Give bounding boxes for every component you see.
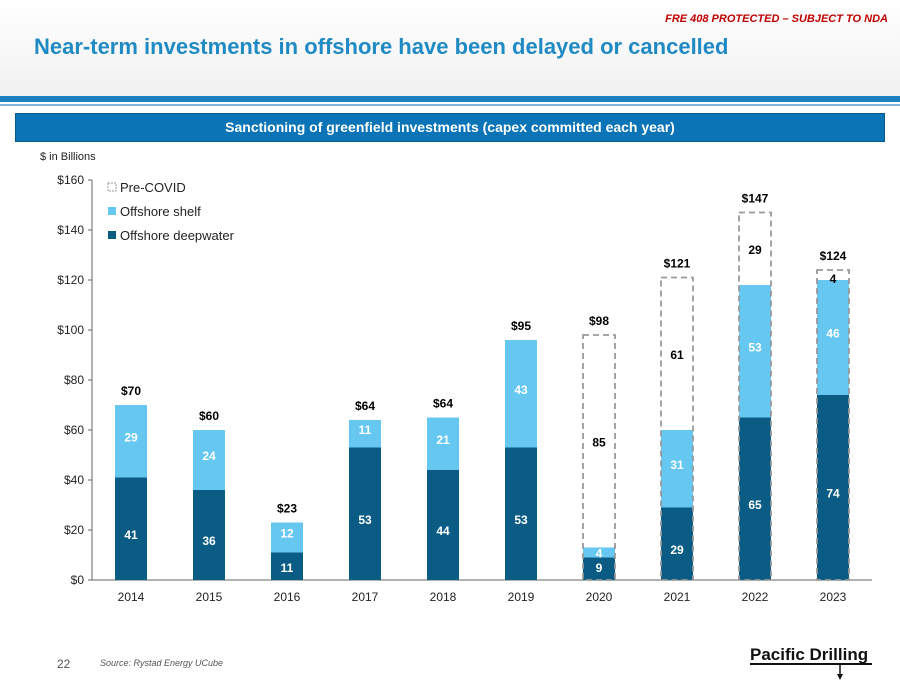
bar-shelf [739, 285, 771, 418]
source-note: Source: Rystad Energy UCube [100, 658, 224, 668]
legend-label-shelf: Offshore shelf [120, 204, 201, 219]
label-total: $124 [820, 249, 847, 263]
label-total: $147 [742, 192, 769, 206]
bar-shelf [505, 340, 537, 448]
x-tick-label: 2019 [508, 590, 535, 604]
bar-deepwater [583, 557, 615, 580]
label-shelf: 53 [748, 340, 762, 354]
y-tick-label: $60 [64, 423, 84, 437]
label-precovid: 85 [592, 435, 606, 449]
bar-deepwater [349, 447, 381, 580]
legend-swatch-shelf [108, 207, 116, 215]
chart-title-banner: Sanctioning of greenfield investments (c… [15, 113, 885, 142]
stacked-bar-chart: $0$20$40$60$80$100$120$140$1604129$70201… [57, 173, 872, 604]
bar-precovid [660, 276, 694, 581]
label-shelf: 46 [826, 327, 840, 341]
bar-precovid [582, 334, 616, 581]
bar-deepwater [505, 447, 537, 580]
legend-label-deepwater: Offshore deepwater [120, 228, 235, 243]
bar-shelf [271, 522, 303, 553]
x-tick-label: 2020 [586, 590, 613, 604]
protection-notice: FRE 408 PROTECTED – SUBJECT TO NDA [665, 13, 888, 25]
y-tick-label: $100 [57, 323, 84, 337]
label-precovid: 29 [748, 243, 762, 257]
pacific-drilling-logo: Pacific Drilling [750, 645, 872, 680]
bar-deepwater [661, 507, 693, 580]
x-tick-label: 2021 [664, 590, 691, 604]
label-deepwater: 36 [202, 534, 216, 548]
header-band [0, 0, 900, 96]
label-deepwater: 65 [748, 498, 762, 512]
label-shelf: 11 [359, 423, 372, 437]
label-total: $64 [355, 399, 375, 413]
label-deepwater: 44 [436, 524, 450, 538]
y-tick-label: $160 [57, 173, 84, 187]
label-shelf: 29 [124, 430, 138, 444]
legend-label-precovid: Pre-COVID [120, 180, 186, 195]
bar-deepwater [193, 490, 225, 580]
label-total: $60 [199, 409, 219, 423]
y-tick-label: $80 [64, 373, 84, 387]
label-shelf: 4 [596, 547, 603, 561]
label-deepwater: 53 [514, 513, 528, 527]
label-precovid: 4 [830, 272, 837, 286]
label-shelf: 24 [202, 449, 216, 463]
y-tick-label: $140 [57, 223, 84, 237]
x-tick-label: 2018 [430, 590, 457, 604]
y-tick-label: $40 [64, 473, 84, 487]
bar-deepwater [427, 470, 459, 580]
label-total: $70 [121, 384, 141, 398]
bar-shelf [193, 430, 225, 490]
label-shelf: 12 [280, 527, 294, 541]
legend-swatch-precovid [107, 182, 117, 192]
bar-shelf [115, 405, 147, 478]
bar-shelf [349, 420, 381, 448]
bar-shelf [661, 430, 693, 508]
label-deepwater: 11 [281, 561, 294, 575]
bar-precovid [738, 211, 772, 581]
page-number: 22 [57, 657, 71, 671]
label-deepwater: 74 [826, 487, 840, 501]
x-tick-label: 2022 [742, 590, 769, 604]
label-deepwater: 41 [124, 528, 138, 542]
legend-swatch-deepwater [108, 231, 116, 239]
drill-bit-icon [837, 664, 843, 680]
label-deepwater: 53 [358, 513, 372, 527]
x-tick-label: 2023 [820, 590, 847, 604]
bar-deepwater [115, 477, 147, 580]
label-deepwater: 29 [670, 543, 684, 557]
label-shelf: 43 [514, 383, 528, 397]
header-rule [0, 96, 900, 102]
label-total: $64 [433, 397, 453, 411]
bar-shelf [427, 417, 459, 470]
x-tick-label: 2017 [352, 590, 379, 604]
bar-shelf [583, 547, 615, 558]
bar-deepwater [739, 417, 771, 580]
units-label: $ in Billions [40, 151, 96, 163]
y-tick-label: $120 [57, 273, 84, 287]
bar-deepwater [271, 552, 303, 580]
header-rule-thin [0, 104, 900, 106]
x-tick-label: 2016 [274, 590, 301, 604]
x-tick-label: 2015 [196, 590, 223, 604]
bar-shelf [817, 280, 849, 395]
bar-precovid [816, 269, 850, 581]
label-total: $121 [664, 257, 691, 271]
logo-wordmark: Pacific Drilling [750, 645, 868, 664]
label-total: $23 [277, 502, 297, 516]
label-precovid: 61 [670, 348, 684, 362]
bar-deepwater [817, 395, 849, 580]
label-total: $98 [589, 314, 609, 328]
label-shelf: 31 [670, 458, 684, 472]
label-deepwater: 9 [596, 561, 603, 575]
y-tick-label: $0 [71, 573, 85, 587]
label-total: $95 [511, 319, 531, 333]
page-title: Near-term investments in offshore have b… [34, 34, 729, 59]
label-shelf: 21 [436, 433, 450, 447]
y-tick-label: $20 [64, 523, 84, 537]
x-tick-label: 2014 [118, 590, 145, 604]
